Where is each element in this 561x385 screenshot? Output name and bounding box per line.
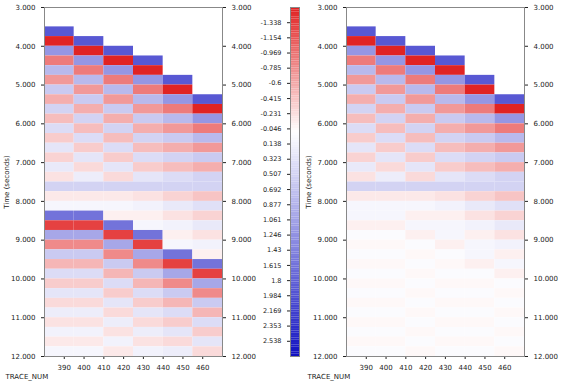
svg-text:11.000: 11.000 (11, 314, 36, 322)
svg-text:6.000: 6.000 (317, 120, 337, 128)
svg-text:10.000: 10.000 (11, 275, 36, 283)
svg-text:440: 440 (156, 364, 169, 372)
svg-text:-0.231: -0.231 (261, 110, 282, 118)
svg-text:450: 450 (176, 364, 189, 372)
svg-text:390: 390 (360, 364, 373, 372)
svg-text:11.000: 11.000 (232, 314, 257, 322)
svg-text:7.000: 7.000 (15, 159, 35, 167)
svg-text:410: 410 (97, 364, 110, 372)
svg-text:4.000: 4.000 (15, 43, 35, 51)
svg-text:Time (seconds): Time (seconds) (3, 155, 11, 210)
svg-text:12.000: 12.000 (534, 353, 559, 361)
svg-text:2.353: 2.353 (263, 322, 282, 330)
svg-text:400: 400 (77, 364, 90, 372)
svg-text:1.984: 1.984 (263, 292, 282, 300)
svg-text:11.000: 11.000 (313, 314, 338, 322)
svg-text:0.877: 0.877 (263, 201, 282, 209)
svg-text:-1.338: -1.338 (261, 19, 282, 27)
svg-text:1.8: 1.8 (271, 277, 281, 285)
svg-text:7.000: 7.000 (317, 159, 337, 167)
svg-text:-0.785: -0.785 (261, 64, 282, 72)
svg-text:7.000: 7.000 (534, 159, 554, 167)
svg-text:2.169: 2.169 (263, 307, 282, 315)
svg-text:1.061: 1.061 (263, 216, 282, 224)
svg-text:8.000: 8.000 (534, 198, 554, 206)
svg-text:1.615: 1.615 (263, 262, 282, 270)
svg-text:4.000: 4.000 (317, 43, 337, 51)
svg-text:400: 400 (379, 364, 392, 372)
svg-text:-0.415: -0.415 (261, 95, 282, 103)
svg-text:9.000: 9.000 (534, 236, 554, 244)
svg-text:430: 430 (137, 364, 150, 372)
svg-text:430: 430 (439, 364, 452, 372)
svg-text:8.000: 8.000 (232, 198, 252, 206)
svg-text:0.507: 0.507 (263, 170, 282, 178)
svg-text:10.000: 10.000 (534, 275, 559, 283)
svg-text:0.692: 0.692 (263, 186, 282, 194)
svg-text:5.000: 5.000 (534, 81, 554, 89)
svg-text:9.000: 9.000 (15, 236, 35, 244)
svg-text:410: 410 (399, 364, 412, 372)
svg-text:5.000: 5.000 (15, 81, 35, 89)
svg-text:5.000: 5.000 (317, 81, 337, 89)
svg-text:3.000: 3.000 (317, 4, 337, 12)
svg-text:1.246: 1.246 (263, 231, 282, 239)
svg-text:1.43: 1.43 (267, 246, 281, 254)
svg-text:3.000: 3.000 (15, 4, 35, 12)
svg-text:460: 460 (196, 364, 209, 372)
svg-text:3.000: 3.000 (232, 4, 252, 12)
svg-text:390: 390 (58, 364, 71, 372)
svg-text:6.000: 6.000 (232, 120, 252, 128)
svg-text:10.000: 10.000 (313, 275, 338, 283)
svg-text:9.000: 9.000 (317, 236, 337, 244)
svg-text:3.000: 3.000 (534, 4, 554, 12)
svg-text:8.000: 8.000 (317, 198, 337, 206)
svg-text:11.000: 11.000 (534, 314, 559, 322)
svg-text:4.000: 4.000 (534, 43, 554, 51)
svg-text:460: 460 (498, 364, 511, 372)
svg-text:-0.046: -0.046 (261, 125, 282, 133)
svg-text:5.000: 5.000 (232, 81, 252, 89)
svg-text:420: 420 (419, 364, 432, 372)
svg-text:420: 420 (117, 364, 130, 372)
svg-text:12.000: 12.000 (232, 353, 257, 361)
svg-text:450: 450 (478, 364, 491, 372)
svg-text:TRACE_NUM: TRACE_NUM (5, 373, 49, 381)
svg-text:0.138: 0.138 (263, 140, 282, 148)
svg-text:4.000: 4.000 (232, 43, 252, 51)
svg-text:6.000: 6.000 (534, 120, 554, 128)
svg-text:TRACE_NUM: TRACE_NUM (307, 373, 351, 381)
svg-text:-1.154: -1.154 (261, 34, 282, 42)
svg-text:7.000: 7.000 (232, 159, 252, 167)
svg-text:12.000: 12.000 (313, 353, 338, 361)
svg-text:0.323: 0.323 (263, 155, 282, 163)
svg-text:-0.6: -0.6 (269, 79, 282, 87)
svg-text:12.000: 12.000 (11, 353, 36, 361)
svg-text:2.538: 2.538 (263, 337, 282, 345)
svg-text:-0.969: -0.969 (261, 49, 282, 57)
svg-text:8.000: 8.000 (15, 198, 35, 206)
svg-text:9.000: 9.000 (232, 236, 252, 244)
svg-text:6.000: 6.000 (15, 120, 35, 128)
svg-text:440: 440 (458, 364, 471, 372)
svg-text:Time (seconds): Time (seconds) (305, 155, 313, 210)
svg-text:10.000: 10.000 (232, 275, 257, 283)
